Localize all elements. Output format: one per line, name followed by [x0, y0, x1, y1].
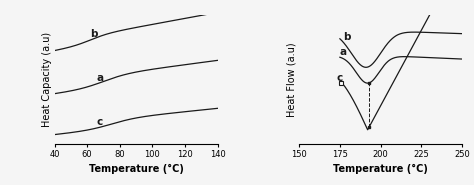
- X-axis label: Temperature (°C): Temperature (°C): [89, 164, 183, 174]
- Text: a: a: [340, 47, 347, 57]
- Text: b: b: [91, 29, 98, 39]
- Text: a: a: [97, 73, 104, 83]
- Y-axis label: Heat Flow (a.u): Heat Flow (a.u): [286, 42, 296, 117]
- Text: c: c: [97, 117, 103, 127]
- X-axis label: Temperature (°C): Temperature (°C): [333, 164, 428, 174]
- Text: c: c: [337, 73, 343, 83]
- Text: b: b: [343, 32, 351, 42]
- Y-axis label: Heat Capacity (a.u): Heat Capacity (a.u): [42, 32, 52, 127]
